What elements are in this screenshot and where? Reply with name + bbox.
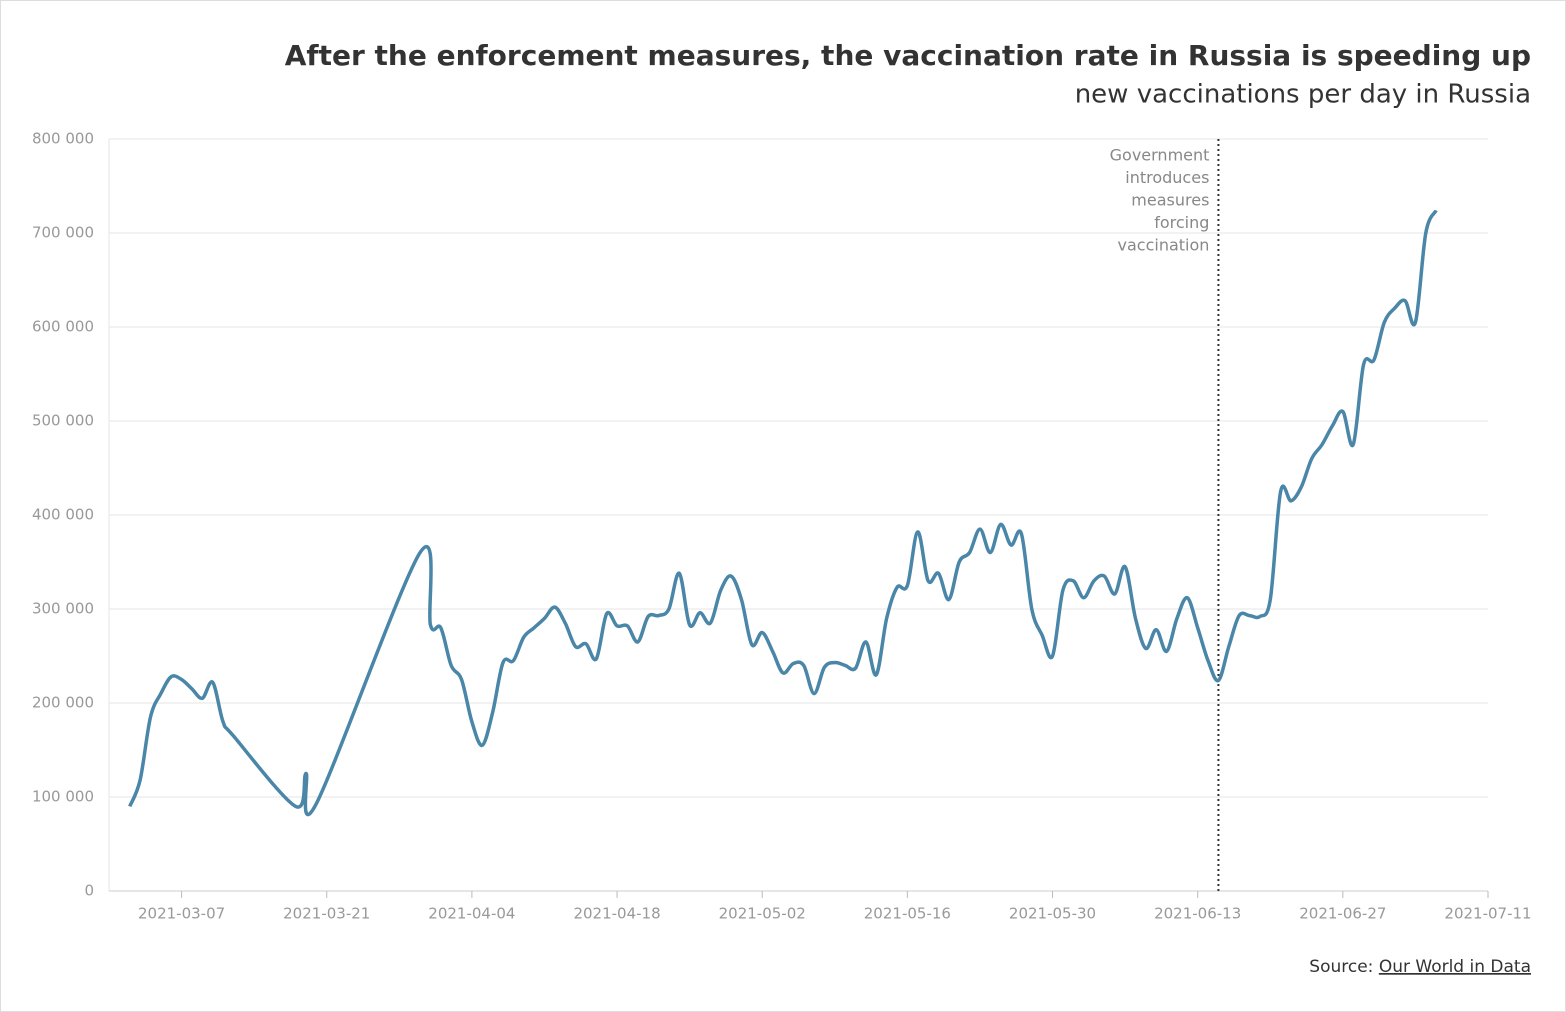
y-tick-label: 300 000 [32,600,94,618]
y-tick-label: 200 000 [32,694,94,712]
x-tick-label: 2021-05-30 [1009,905,1096,923]
annotation-text: introduces [1125,168,1209,187]
y-tick-label: 600 000 [32,318,94,336]
annotation-text: vaccination [1118,236,1210,255]
annotation-text: Government [1110,146,1210,165]
source-prefix: Source: [1309,957,1373,977]
y-tick-label: 100 000 [32,788,94,806]
chart-title: After the enforcement measures, the vacc… [285,39,1531,72]
y-tick-label: 400 000 [32,506,94,524]
x-tick-label: 2021-03-07 [138,905,225,923]
x-tick-label: 2021-03-21 [283,905,370,923]
x-tick-label: 2021-06-13 [1154,905,1241,923]
x-tick-label: 2021-07-11 [1444,905,1531,923]
annotation-text: forcing [1154,213,1209,232]
chart-subtitle: new vaccinations per day in Russia [1075,80,1531,110]
x-tick-label: 2021-06-27 [1299,905,1386,923]
y-tick-label: 500 000 [32,412,94,430]
y-tick-label: 800 000 [32,130,94,148]
x-tick-label: 2021-05-02 [719,905,806,923]
series-line [128,209,1438,817]
source-link[interactable]: Our World in Data [1379,957,1531,977]
y-tick-label: 700 000 [32,224,94,242]
x-tick-label: 2021-04-04 [428,905,515,923]
y-tick-label: 0 [84,882,94,900]
annotation-text: measures [1131,191,1209,210]
x-tick-label: 2021-04-18 [573,905,660,923]
source: Source: Our World in Data [1309,957,1531,977]
x-tick-label: 2021-05-16 [864,905,951,923]
